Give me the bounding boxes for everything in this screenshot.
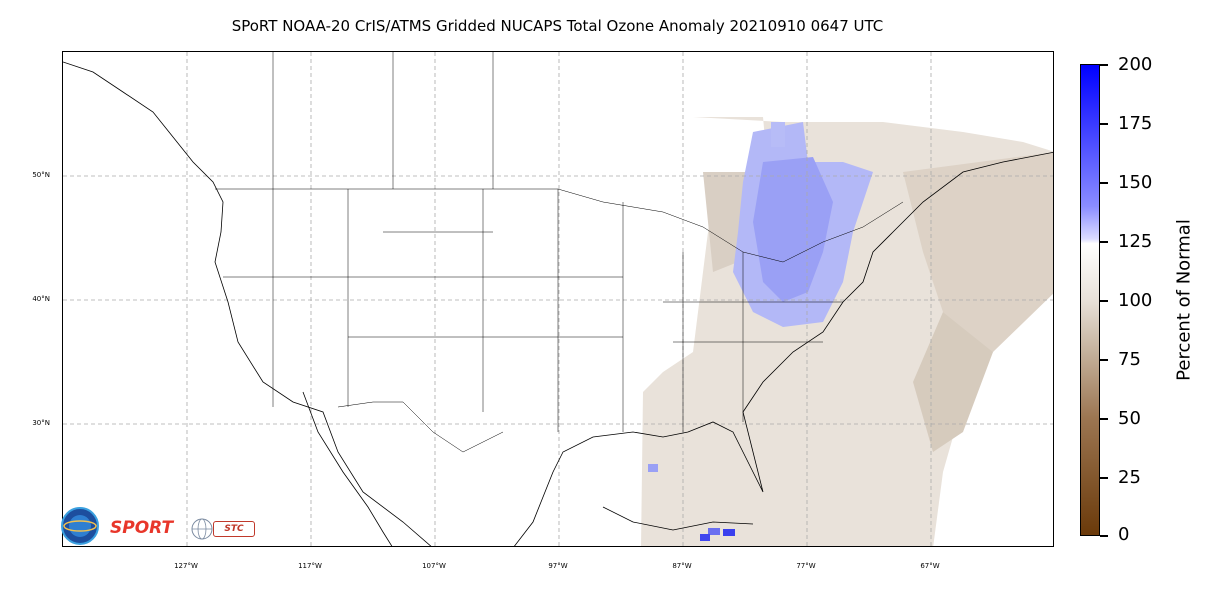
colorbar-label-50: 50 [1118,408,1141,429]
colorbar-label-150: 150 [1118,172,1153,193]
colorbar-tick [1100,477,1108,479]
colorbar-tick [1100,123,1108,125]
globe-icon [191,518,213,540]
ozone-field [641,117,1053,546]
lon-label-97w: 97°W [548,562,568,570]
colorbar [1080,64,1100,536]
colorbar-tick [1100,64,1108,66]
colorbar-label-75: 75 [1118,349,1141,370]
colorbar-tick [1100,418,1108,420]
lon-label-127w: 127°W [174,562,198,570]
lon-label-67w: 67°W [920,562,940,570]
sport-logo: SPORT [110,518,174,538]
map-panel[interactable] [62,51,1054,547]
colorbar-tick [1100,535,1108,537]
lat-label-40n: 40°N [32,295,50,303]
lat-label-30n: 30°N [32,419,50,427]
colorbar-title: Percent of Normal [1173,219,1195,381]
political-borders [215,52,904,453]
colorbar-label-125: 125 [1118,231,1153,252]
lon-label-77w: 77°W [796,562,816,570]
lon-label-87w: 87°W [672,562,692,570]
lon-label-107w: 107°W [422,562,446,570]
colorbar-label-175: 175 [1118,113,1153,134]
lon-label-117w: 117°W [298,562,322,570]
colorbar-tick [1100,182,1108,184]
colorbar-tick [1100,241,1108,243]
colorbar-label-100: 100 [1118,290,1153,311]
jpss-logo-icon [61,507,99,545]
colorbar-tick [1100,300,1108,302]
map-canvas [63,52,1053,546]
colorbar-label-0: 0 [1118,524,1130,545]
colorbar-tick [1100,359,1108,361]
coastlines [63,61,1053,546]
colorbar-label-200: 200 [1118,54,1153,75]
map-title: SPoRT NOAA-20 CrIS/ATMS Gridded NUCAPS T… [231,17,884,35]
stc-logo: STC [213,521,255,537]
lat-label-50n: 50°N [32,171,50,179]
colorbar-label-25: 25 [1118,467,1141,488]
